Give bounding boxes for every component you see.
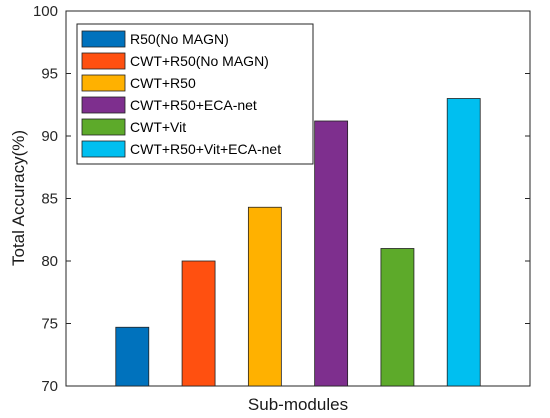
y-axis: 70 75 80 85 90 95 100 bbox=[33, 3, 530, 395]
legend-swatch bbox=[81, 52, 126, 70]
bar-2 bbox=[181, 260, 216, 387]
y-tick-label: 85 bbox=[41, 191, 58, 208]
bar-1 bbox=[115, 326, 150, 387]
y-tick-label: 95 bbox=[41, 66, 58, 83]
legend-label: CWT+R50 bbox=[130, 75, 196, 91]
y-tick-label: 70 bbox=[41, 378, 58, 395]
bar-4 bbox=[314, 120, 349, 387]
bar-5 bbox=[380, 248, 415, 387]
y-tick-label: 90 bbox=[41, 128, 58, 145]
legend-label: R50(No MAGN) bbox=[130, 31, 229, 47]
bar-3 bbox=[247, 206, 282, 387]
bar-6 bbox=[446, 98, 481, 387]
x-axis-label: Sub-modules bbox=[248, 395, 348, 414]
legend-swatch bbox=[81, 118, 126, 136]
y-tick-label: 100 bbox=[33, 3, 58, 20]
y-tick-label: 80 bbox=[41, 253, 58, 270]
legend-swatch bbox=[81, 140, 126, 158]
legend-swatch bbox=[81, 96, 126, 114]
legend: R50(No MAGN) CWT+R50(No MAGN) CWT+R50 CWT+R… bbox=[76, 23, 314, 165]
bars-group bbox=[115, 98, 481, 387]
legend-label: CWT+R50(No MAGN) bbox=[130, 53, 269, 69]
y-tick-label: 75 bbox=[41, 316, 58, 333]
legend-label: CWT+R50+ECA-net bbox=[130, 97, 257, 113]
y-axis-label: Total Accuracy(%) bbox=[9, 130, 28, 266]
legend-label: CWT+Vit bbox=[130, 119, 186, 135]
legend-label: CWT+R50+Vit+ECA-net bbox=[130, 141, 281, 157]
legend-swatch bbox=[81, 74, 126, 92]
legend-swatch bbox=[81, 30, 126, 48]
